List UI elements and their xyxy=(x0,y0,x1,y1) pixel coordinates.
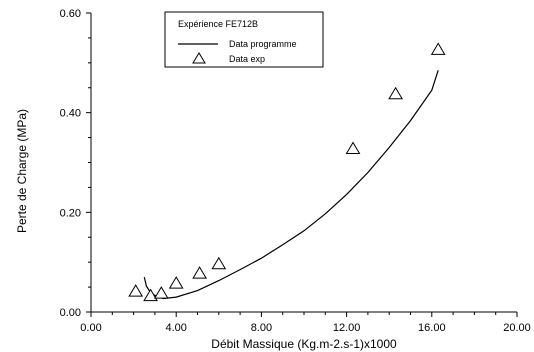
x-tick-label: 0.00 xyxy=(80,322,101,334)
experiment-markers-layer xyxy=(128,42,446,302)
x-tick-label: 16.00 xyxy=(418,322,446,334)
program-curve-layer xyxy=(143,70,439,300)
program-curve xyxy=(143,70,439,300)
legend: Expérience FE712B Data programme Data ex… xyxy=(164,11,324,68)
y-tick-label: 0.40 xyxy=(60,108,81,120)
x-tick-label: 8.00 xyxy=(251,322,272,334)
legend-title: Expérience FE712B xyxy=(178,19,258,29)
y-tick-label: 0.20 xyxy=(60,207,81,219)
experiment-point xyxy=(128,284,144,297)
experiment-point xyxy=(388,86,403,100)
experiment-point xyxy=(153,286,169,299)
x-tick-label: 12.00 xyxy=(333,322,361,334)
x-axis-title: Débit Massique (Kg.m-2.s-1)x1000 xyxy=(211,337,397,351)
experiment-point xyxy=(211,256,227,270)
y-axis-title: Perte de Charge (MPa) xyxy=(15,109,29,233)
axes: 0.00 4.00 8.00 12.00 16.00 20.00 0.00 0.20 0.40 0… xyxy=(60,8,531,334)
experiment-point xyxy=(168,276,184,289)
legend-entry-program: Data programme xyxy=(229,39,297,49)
y-tick-label: 0.60 xyxy=(60,8,81,20)
x-tick-label: 4.00 xyxy=(165,322,186,334)
experiment-point xyxy=(192,266,207,279)
experiment-point xyxy=(345,141,361,154)
y-tick-label: 0.00 xyxy=(60,307,81,319)
legend-entry-experiment: Data exp xyxy=(229,54,265,64)
experiment-point xyxy=(143,288,158,302)
x-tick-label: 20.00 xyxy=(503,322,531,334)
legend-box xyxy=(164,11,324,68)
legend-triangle-icon xyxy=(192,52,206,64)
experiment-point xyxy=(430,42,446,55)
